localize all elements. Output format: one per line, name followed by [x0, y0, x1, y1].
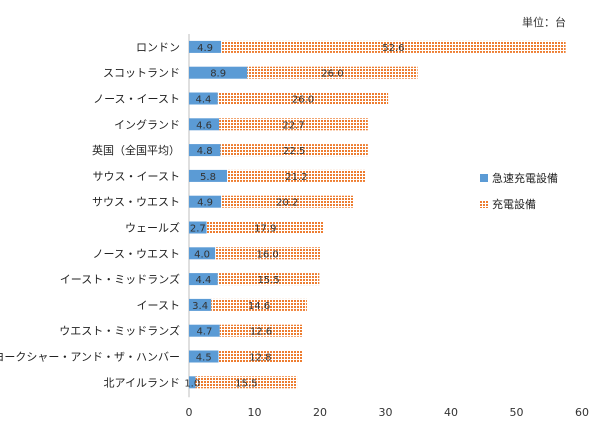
category-label: ウエスト・ミッドランズ [59, 324, 180, 338]
data-label-rapid: 3.4 [192, 301, 208, 312]
bar-total [211, 298, 307, 311]
bar-rapid [189, 195, 222, 208]
bar-total [226, 169, 366, 182]
data-label-total: 26.0 [321, 69, 343, 80]
bar-rapid [189, 273, 218, 286]
category-label: ロンドン [136, 41, 180, 54]
data-label-rapid: 2.7 [190, 224, 206, 235]
data-label-rapid: 1.0 [184, 378, 200, 389]
bar-rapid [189, 66, 248, 79]
bar-total [221, 40, 566, 53]
data-label-total: 12.8 [249, 353, 271, 364]
bar-rapid [189, 298, 212, 311]
data-label-rapid: 4.4 [195, 275, 211, 286]
category-label: ノース・ウエスト [93, 247, 180, 260]
data-label-rapid: 4.9 [197, 198, 213, 209]
x-tick-label: 20 [313, 406, 327, 419]
data-label-total: 52.6 [382, 43, 404, 54]
bar-total [215, 247, 320, 260]
bar-rapid [189, 92, 218, 105]
category-label: イースト・ミッドランズ [60, 272, 180, 286]
category-label: スコットランド [103, 67, 180, 80]
bar-rapid [189, 376, 196, 389]
labels-layer: ロンドン 4.9 52.6 スコットランド 8.9 26.0 ノース・イースト 4.4 26.0… [0, 41, 404, 389]
data-label-rapid: 4.4 [195, 95, 211, 106]
data-label-rapid: 4.9 [197, 43, 213, 54]
ticks-layer: 0 10 20 30 40 50 60 [186, 406, 590, 419]
bar-rapid [189, 40, 222, 53]
data-label-rapid: 5.8 [200, 172, 216, 183]
bar-total [218, 350, 303, 363]
bar-total [219, 324, 303, 337]
data-label-total: 12.6 [250, 327, 272, 338]
data-label-rapid: 4.0 [194, 249, 210, 260]
bar-rapid [189, 118, 220, 131]
data-label-total: 21.2 [285, 172, 307, 183]
legend-label-rapid: 急速充電設備 [492, 171, 558, 185]
bar-rapid [189, 221, 207, 234]
category-label: ノース・イースト [93, 93, 180, 106]
category-label: 英国（全国平均） [92, 143, 180, 157]
data-label-rapid: 8.9 [210, 69, 226, 80]
bar-rapid [189, 324, 220, 337]
category-label: ヨークシャー・アンド・ザ・ハンバー [0, 351, 180, 364]
bar-rapid [189, 169, 227, 182]
x-tick-label: 60 [575, 406, 589, 419]
category-label: イースト [137, 299, 180, 312]
category-label: サウス・イースト [93, 170, 180, 183]
category-label: イングランド [114, 117, 180, 131]
category-label: 北アイルランド [104, 376, 180, 389]
bars-layer [189, 40, 566, 389]
bar-total [219, 118, 368, 131]
data-label-rapid: 4.7 [196, 327, 212, 338]
category-label: サウス・ウエスト [92, 196, 180, 209]
data-label-total: 22.5 [283, 146, 305, 157]
bar-rapid [189, 350, 219, 363]
legend-label-total: 充電設備 [492, 197, 536, 211]
bar-rapid [189, 144, 221, 157]
bar-total [247, 66, 418, 79]
data-label-rapid: 4.5 [196, 353, 212, 364]
data-label-total: 17.9 [254, 224, 276, 235]
x-tick-label: 40 [444, 406, 458, 419]
category-label: ウェールズ [125, 221, 180, 235]
bar-total [195, 376, 298, 389]
bar-total [217, 92, 389, 105]
data-label-total: 22.7 [282, 120, 304, 131]
x-tick-label: 30 [379, 406, 393, 419]
bar-total [220, 144, 368, 157]
legend-swatch-rapid [480, 174, 488, 182]
unit-label: 単位：台 [522, 15, 566, 29]
bar-total [221, 195, 354, 208]
legend-swatch-total [480, 200, 488, 208]
data-label-total: 14.6 [248, 301, 270, 312]
x-tick-label: 50 [510, 406, 524, 419]
bar-total [206, 221, 324, 234]
bar-rapid [189, 247, 216, 260]
data-label-total: 26.0 [292, 95, 314, 106]
data-label-total: 20.2 [276, 198, 298, 209]
data-label-total: 15.5 [235, 378, 257, 389]
bar-total [217, 273, 320, 286]
x-tick-label: 0 [186, 406, 193, 419]
data-label-total: 16.0 [256, 249, 278, 260]
data-label-rapid: 4.6 [196, 120, 212, 131]
data-label-total: 15.5 [257, 275, 279, 286]
legend: 急速充電設備 充電設備 [480, 171, 558, 211]
x-tick-label: 10 [248, 406, 262, 419]
data-label-rapid: 4.8 [197, 146, 213, 157]
